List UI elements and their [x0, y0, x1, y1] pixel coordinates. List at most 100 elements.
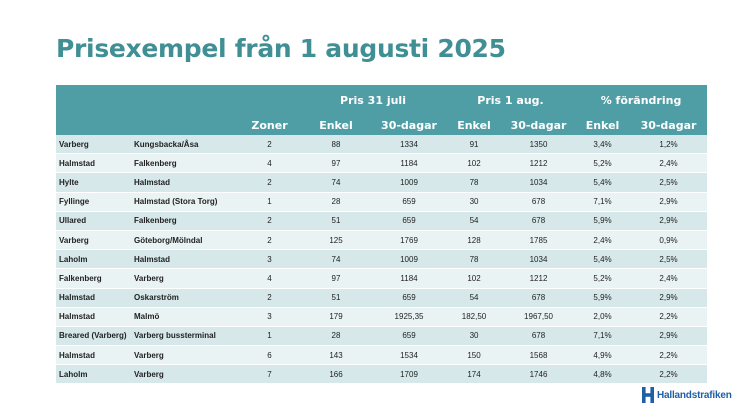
cell-chg-30: 2,5% — [630, 249, 708, 270]
cell-from: Laholm — [56, 249, 131, 270]
cell-from: Hylte — [56, 172, 131, 193]
cell-to: Oskarström — [131, 288, 239, 308]
cell-from: Fyllinge — [56, 192, 131, 212]
cell-chg-enkel: 7,1% — [575, 326, 631, 347]
header-from — [56, 115, 131, 135]
cell-zoner: 4 — [239, 268, 300, 289]
cell-jul-enkel: 74 — [300, 172, 372, 193]
cell-to: Halmstad (Stora Torg) — [131, 192, 239, 212]
cell-chg-enkel: 2,0% — [575, 307, 631, 327]
table-row: Fyllinge Halmstad (Stora Torg) 1 28 659 30 678… — [56, 192, 708, 212]
cell-jul-enkel: 88 — [300, 135, 372, 155]
cell-zoner: 7 — [239, 364, 300, 385]
cell-aug-enkel: 102 — [446, 268, 503, 289]
cell-chg-30: 2,4% — [630, 268, 708, 289]
header-aug-enkel: Enkel — [446, 115, 503, 135]
header-forandring: % förändring — [575, 85, 708, 115]
cell-chg-30: 2,9% — [630, 192, 708, 212]
cell-chg-enkel: 5,4% — [575, 249, 631, 270]
cell-chg-30: 2,9% — [630, 288, 708, 308]
cell-jul-30: 659 — [372, 326, 447, 347]
cell-aug-enkel: 54 — [446, 211, 503, 231]
cell-chg-enkel: 5,9% — [575, 211, 631, 231]
cell-jul-enkel: 125 — [300, 230, 372, 251]
table-row: Varberg Göteborg/Mölndal 2 125 1769 128 1785 2,… — [56, 230, 708, 251]
cell-jul-enkel: 166 — [300, 364, 372, 385]
header-column-row: Zoner Enkel 30-dagar Enkel 30-dagar Enke… — [56, 115, 708, 135]
cell-from: Halmstad — [56, 288, 131, 308]
cell-chg-enkel: 4,8% — [575, 364, 631, 385]
table-row: Varberg Kungsbacka/Åsa 2 88 1334 91 1350 3,4% 1,… — [56, 135, 708, 155]
cell-aug-30: 678 — [502, 326, 576, 347]
cell-jul-30: 1184 — [372, 153, 447, 174]
cell-jul-enkel: 97 — [300, 268, 372, 289]
cell-chg-30: 2,9% — [630, 211, 708, 231]
cell-aug-30: 1967,50 — [502, 307, 576, 327]
cell-aug-30: 1212 — [502, 268, 576, 289]
header-to — [131, 115, 239, 135]
hallandstrafiken-logo: Hallandstrafiken — [641, 386, 732, 404]
cell-zoner: 1 — [239, 326, 300, 347]
cell-aug-30: 1034 — [502, 172, 576, 193]
cell-from: Varberg — [56, 230, 131, 251]
cell-aug-enkel: 78 — [446, 172, 503, 193]
cell-to: Varberg bussterminal — [131, 326, 239, 347]
cell-chg-enkel: 3,4% — [575, 135, 631, 155]
cell-jul-enkel: 51 — [300, 211, 372, 231]
cell-aug-30: 1785 — [502, 230, 576, 251]
cell-aug-enkel: 91 — [446, 135, 503, 155]
cell-chg-enkel: 5,2% — [575, 153, 631, 174]
cell-zoner: 6 — [239, 345, 300, 366]
cell-to: Kungsbacka/Åsa — [131, 135, 239, 155]
cell-aug-30: 1568 — [502, 345, 576, 366]
cell-chg-enkel: 5,2% — [575, 268, 631, 289]
cell-zoner: 2 — [239, 230, 300, 251]
cell-aug-enkel: 182,50 — [446, 307, 503, 327]
cell-aug-30: 678 — [502, 288, 576, 308]
cell-to: Falkenberg — [131, 153, 239, 174]
cell-from: Ullared — [56, 211, 131, 231]
cell-aug-30: 1350 — [502, 135, 576, 155]
table-row: Laholm Varberg 7 166 1709 174 1746 4,8% 2,2% — [56, 364, 708, 385]
table-row: Halmstad Malmö 3 179 1925,35 182,50 1967,50 2,0… — [56, 307, 708, 327]
table-row: Laholm Halmstad 3 74 1009 78 1034 5,4% 2,5% — [56, 249, 708, 270]
cell-jul-30: 1334 — [372, 135, 447, 155]
cell-jul-30: 1009 — [372, 249, 447, 270]
cell-to: Falkenberg — [131, 211, 239, 231]
page-title: Prisexempel från 1 augusti 2025 — [56, 34, 506, 63]
cell-aug-enkel: 78 — [446, 249, 503, 270]
cell-jul-30: 659 — [372, 192, 447, 212]
cell-chg-30: 2,2% — [630, 364, 708, 385]
cell-jul-30: 1534 — [372, 345, 447, 366]
price-table: Pris 31 juli Pris 1 aug. % förändring Zo… — [56, 85, 708, 385]
cell-from: Falkenberg — [56, 268, 131, 289]
cell-chg-30: 2,2% — [630, 345, 708, 366]
cell-from: Laholm — [56, 364, 131, 385]
table-row: Hylte Halmstad 2 74 1009 78 1034 5,4% 2,5% — [56, 172, 708, 193]
cell-from: Halmstad — [56, 345, 131, 366]
cell-aug-enkel: 30 — [446, 326, 503, 347]
cell-aug-enkel: 174 — [446, 364, 503, 385]
cell-chg-enkel: 7,1% — [575, 192, 631, 212]
cell-chg-30: 2,5% — [630, 172, 708, 193]
table-row: Halmstad Falkenberg 4 97 1184 102 1212 5,2% 2,4% — [56, 153, 708, 174]
cell-from: Breared (Varberg) — [56, 326, 131, 347]
cell-zoner: 2 — [239, 211, 300, 231]
cell-chg-enkel: 5,4% — [575, 172, 631, 193]
header-pris-31-juli: Pris 31 juli — [300, 85, 447, 115]
cell-aug-30: 1034 — [502, 249, 576, 270]
cell-jul-30: 1184 — [372, 268, 447, 289]
cell-to: Varberg — [131, 345, 239, 366]
cell-chg-enkel: 2,4% — [575, 230, 631, 251]
header-group-row: Pris 31 juli Pris 1 aug. % förändring — [56, 85, 708, 115]
logo-text: Hallandstrafiken — [657, 389, 732, 401]
cell-zoner: 4 — [239, 153, 300, 174]
cell-chg-30: 2,4% — [630, 153, 708, 174]
header-blank — [56, 85, 300, 115]
table-row: Ullared Falkenberg 2 51 659 54 678 5,9% 2,9% — [56, 211, 708, 231]
cell-aug-enkel: 128 — [446, 230, 503, 251]
cell-jul-enkel: 74 — [300, 249, 372, 270]
cell-from: Halmstad — [56, 153, 131, 174]
cell-chg-enkel: 5,9% — [575, 288, 631, 308]
cell-chg-30: 2,9% — [630, 326, 708, 347]
